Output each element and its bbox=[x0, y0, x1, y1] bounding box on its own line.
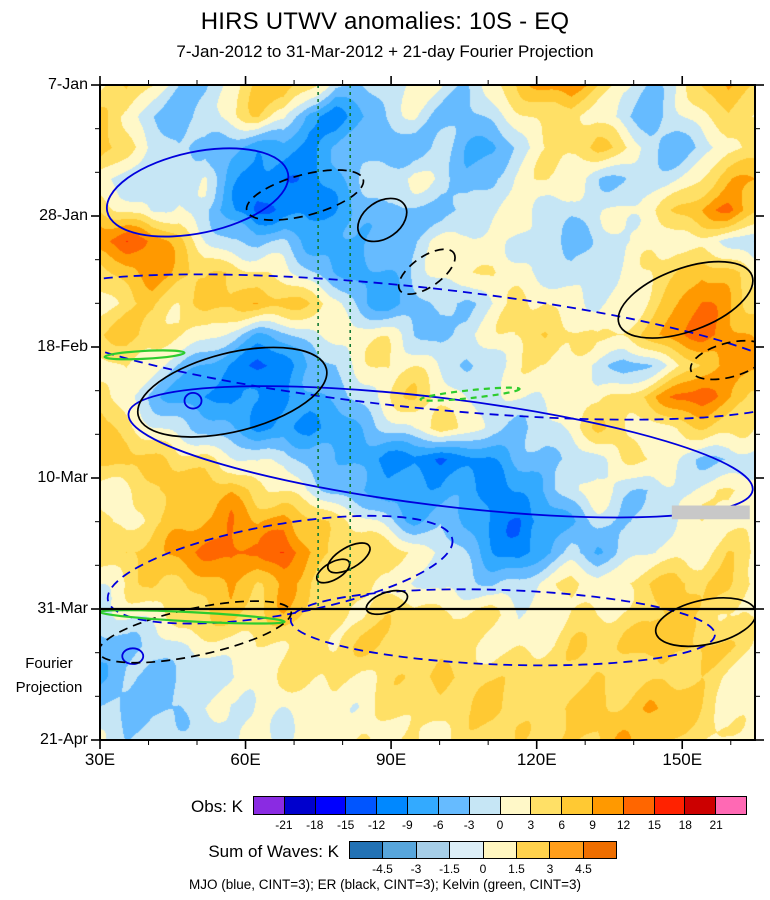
wav-bar-tick-label: 4.5 bbox=[575, 862, 592, 876]
er-solid-contour bbox=[326, 542, 371, 574]
obs-bar-cell bbox=[254, 797, 285, 814]
obs-bar-tick-label: 21 bbox=[709, 818, 723, 832]
obs-bar-cell bbox=[377, 797, 409, 814]
wav-bar-cell bbox=[550, 842, 584, 858]
obs-bar-tick-label: 12 bbox=[616, 818, 631, 832]
wav-bar-cell bbox=[350, 842, 384, 858]
kelvin-solid-contour bbox=[100, 609, 286, 625]
waves-colorbar bbox=[349, 841, 617, 859]
obs-bar-cell bbox=[562, 797, 593, 814]
fourier-projection-annotation: Fourier Projection bbox=[0, 652, 98, 700]
mjo-solid-contour bbox=[105, 147, 290, 238]
obs-bar-tick-label: 18 bbox=[678, 818, 692, 832]
contour-overlay-svg bbox=[100, 85, 755, 667]
y-tick-label: 21-Apr bbox=[39, 731, 88, 748]
obs-bar-tick-label: -18 bbox=[306, 818, 324, 832]
obs-bar-tick-label: -9 bbox=[402, 818, 413, 832]
wav-bar-cell bbox=[416, 842, 451, 858]
er-solid-contour bbox=[357, 197, 408, 243]
wav-bar-tick-label: -1.5 bbox=[439, 862, 460, 876]
obs-bar-cell bbox=[716, 797, 746, 814]
obs-bar-tick-label: -6 bbox=[432, 818, 444, 832]
chart-title: HIRS UTWV anomalies: 10S - EQ bbox=[200, 8, 570, 35]
er-dashed-contour bbox=[100, 600, 293, 664]
obs-bar-cell bbox=[346, 797, 378, 814]
wav-bar-cell bbox=[483, 842, 517, 858]
x-tick-label: 90E bbox=[375, 750, 407, 769]
er-solid-contour bbox=[617, 260, 754, 339]
mjo-solid-contour bbox=[183, 391, 203, 410]
obs-bar-tick-label: -12 bbox=[367, 818, 386, 832]
obs-bar-cell bbox=[408, 797, 439, 814]
mjo-solid-contour bbox=[121, 647, 145, 665]
obs-bar-cell bbox=[500, 797, 532, 814]
x-tick-label: 30E bbox=[84, 750, 116, 769]
wav-bar-tick-label: 3 bbox=[546, 862, 554, 876]
er-solid-contour bbox=[136, 346, 328, 438]
obs-colorbar-ticks: -21 -18 -15 -12 -9 -6 -3 0 3 6 9 12 15 18 21 bbox=[0, 818, 770, 832]
obs-bar-cell bbox=[438, 797, 470, 814]
waves-colorbar-label: Sum of Waves: K bbox=[208, 842, 339, 861]
fourier-annotation-line1: Fourier bbox=[25, 655, 73, 672]
obs-bar-tick-label: 15 bbox=[647, 818, 662, 832]
y-tick-label: 10-Mar bbox=[37, 469, 88, 486]
wav-bar-tick-label: -4.5 bbox=[372, 862, 393, 876]
legend-caption: MJO (blue, CINT=3); ER (black, CINT=3); … bbox=[189, 877, 581, 892]
y-tick-label: 7-Jan bbox=[47, 76, 88, 93]
x-tick-label: 120E bbox=[516, 750, 557, 769]
er-solid-contour bbox=[365, 589, 409, 616]
x-axis-labels: 30E 60E 90E 120E 150E bbox=[0, 750, 770, 774]
mjo-dashed-contour bbox=[289, 588, 716, 667]
wav-bar-cell bbox=[516, 842, 551, 858]
missing-data-patch bbox=[671, 505, 750, 520]
y-tick-label: 28-Jan bbox=[39, 207, 88, 224]
wav-bar-cell bbox=[383, 842, 417, 858]
obs-bar-tick-label: 0 bbox=[496, 818, 504, 832]
obs-bar-cell bbox=[315, 797, 347, 814]
wav-bar-tick-label: -3 bbox=[410, 862, 422, 876]
mjo-solid-contour bbox=[127, 385, 754, 519]
x-tick-label: 150E bbox=[662, 750, 703, 769]
obs-colorbar bbox=[253, 796, 747, 815]
wav-bar-tick-label: 0 bbox=[479, 862, 487, 876]
obs-bar-cell bbox=[654, 797, 686, 814]
chart-subtitle: 7-Jan-2012 to 31-Mar-2012 + 21-day Fouri… bbox=[176, 42, 594, 61]
obs-colorbar-label: Obs: K bbox=[191, 797, 243, 816]
er-dashed-contour bbox=[397, 248, 456, 296]
wav-bar-cell bbox=[450, 842, 484, 858]
obs-bar-cell bbox=[685, 797, 717, 814]
obs-bar-cell bbox=[531, 797, 563, 814]
y-tick-label: 31-Mar bbox=[37, 600, 88, 617]
wav-bar-tick-label: 1.5 bbox=[508, 862, 525, 876]
wav-bar-cell bbox=[583, 842, 616, 858]
obs-bar-tick-label: -15 bbox=[336, 818, 355, 832]
obs-bar-tick-label: 9 bbox=[589, 818, 596, 832]
obs-bar-cell bbox=[469, 797, 501, 814]
y-tick-label: 18-Feb bbox=[37, 338, 88, 355]
er-solid-contour bbox=[315, 558, 351, 584]
plot-area bbox=[100, 85, 755, 740]
obs-bar-tick-label: 6 bbox=[558, 818, 566, 832]
obs-bar-cell bbox=[284, 797, 316, 814]
obs-bar-tick-label: -21 bbox=[275, 818, 293, 832]
kelvin-solid-contour bbox=[103, 349, 186, 361]
waves-colorbar-ticks: -4.5 -3 -1.5 0 1.5 3 4.5 bbox=[0, 862, 770, 876]
obs-bar-tick-label: 3 bbox=[527, 818, 535, 832]
y-axis-labels: 7-Jan 28-Jan 18-Feb 10-Mar 31-Mar 21-Apr bbox=[0, 0, 92, 900]
obs-bar-cell bbox=[623, 797, 655, 814]
obs-bar-cell bbox=[592, 797, 624, 814]
fourier-annotation-line2: Projection bbox=[15, 679, 83, 696]
obs-bar-tick-label: -3 bbox=[463, 818, 475, 832]
mjo-dashed-contour bbox=[100, 273, 755, 421]
er-solid-contour bbox=[654, 597, 755, 648]
x-tick-label: 60E bbox=[230, 750, 261, 769]
